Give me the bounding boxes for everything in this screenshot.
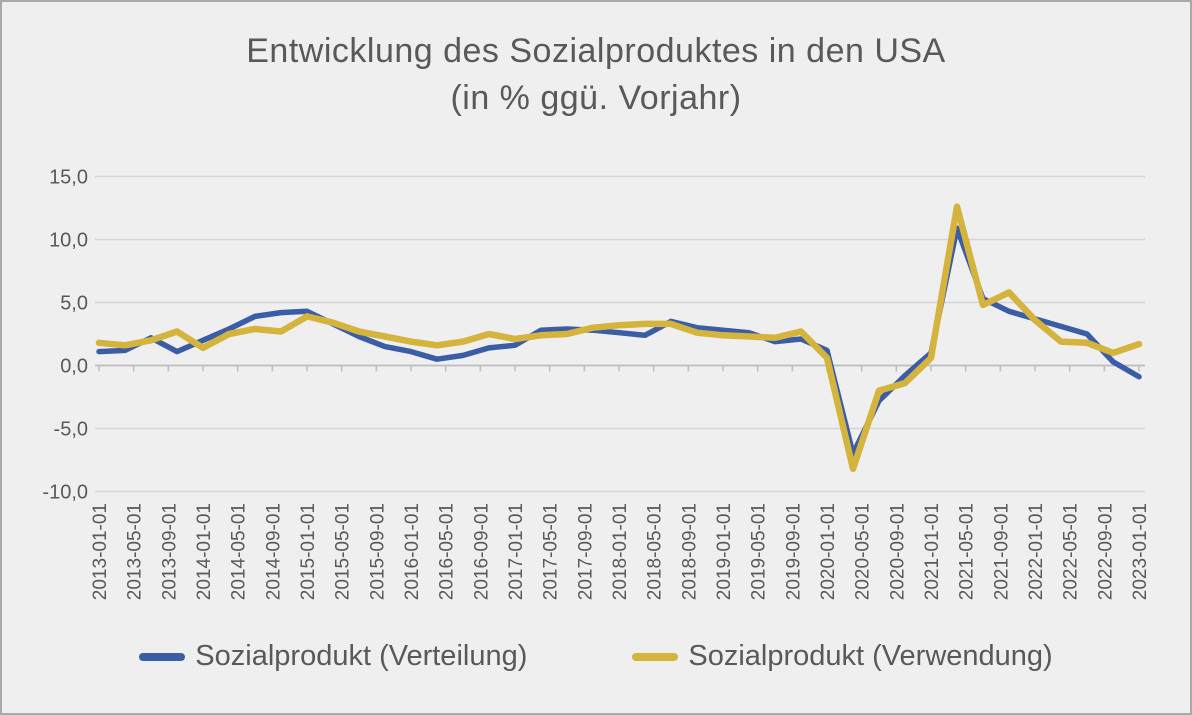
series-line-verwendung [95,203,1143,473]
y-tick-label: 5,0 [60,293,88,315]
chart-legend: Sozialprodukt (Verteilung) Sozialprodukt… [2,640,1190,673]
y-tick-label: 15,0 [49,167,88,189]
chart-title: Entwicklung des Sozialproduktes in den U… [2,28,1190,122]
x-tick-label: 2014-05-01 [229,503,250,600]
x-tick-label: 2016-01-01 [402,503,423,600]
x-tick-label: 2018-05-01 [645,503,666,600]
chart-title-line1: Entwicklung des Sozialproduktes in den U… [246,32,946,70]
x-tick-label: 2020-09-01 [887,503,908,600]
x-tick-label: 2021-05-01 [957,503,978,600]
x-tick-label: 2016-09-01 [471,503,492,600]
y-tick-label: 0,0 [60,356,88,378]
y-tick-label: -5,0 [54,419,88,441]
x-tick-label: 2019-05-01 [749,503,770,600]
x-tick-label: 2022-05-01 [1061,503,1082,600]
x-tick-label: 2021-01-01 [922,503,943,600]
x-tick-label: 2023-01-01 [1130,503,1151,600]
x-tick-label: 2019-01-01 [714,503,735,600]
x-tick-label: 2018-01-01 [610,503,631,600]
legend-swatch-verwendung [632,652,679,661]
x-tick-label: 2015-01-01 [298,503,319,600]
x-tick-label: 2022-09-01 [1095,503,1116,600]
legend-item-verteilung: Sozialprodukt (Verteilung) [139,640,527,673]
x-tick-label: 2013-05-01 [125,503,146,600]
x-tick-label: 2013-01-01 [90,503,111,600]
x-tick-label: 2015-05-01 [333,503,354,600]
y-tick-label: -10,0 [42,482,88,504]
chart-title-line2: (in % ggü. Vorjahr) [450,79,742,117]
legend-label-verteilung: Sozialprodukt (Verteilung) [195,640,528,672]
x-tick-label: 2021-09-01 [991,503,1012,600]
x-tick-label: 2016-05-01 [437,503,458,600]
x-tick-label: 2017-05-01 [541,503,562,600]
x-tick-label: 2019-09-01 [783,503,804,600]
x-tick-label: 2017-01-01 [506,503,527,600]
x-tick-label: 2014-01-01 [194,503,215,600]
series-line-verteilung [96,225,1142,457]
x-tick-label: 2015-09-01 [367,503,388,600]
legend-swatch-verteilung [139,652,186,661]
x-tick-label: 2020-01-01 [818,503,839,600]
x-tick-label: 2013-09-01 [159,503,180,600]
x-tick-label: 2018-09-01 [679,503,700,600]
x-tick-label: 2022-01-01 [1026,503,1047,600]
x-tick-label: 2017-09-01 [575,503,596,600]
x-tick-label: 2020-05-01 [853,503,874,600]
legend-label-verwendung: Sozialprodukt (Verwendung) [688,640,1053,672]
legend-item-verwendung: Sozialprodukt (Verwendung) [632,640,1053,673]
y-tick-label: 10,0 [49,230,88,252]
x-tick-label: 2014-09-01 [263,503,284,600]
